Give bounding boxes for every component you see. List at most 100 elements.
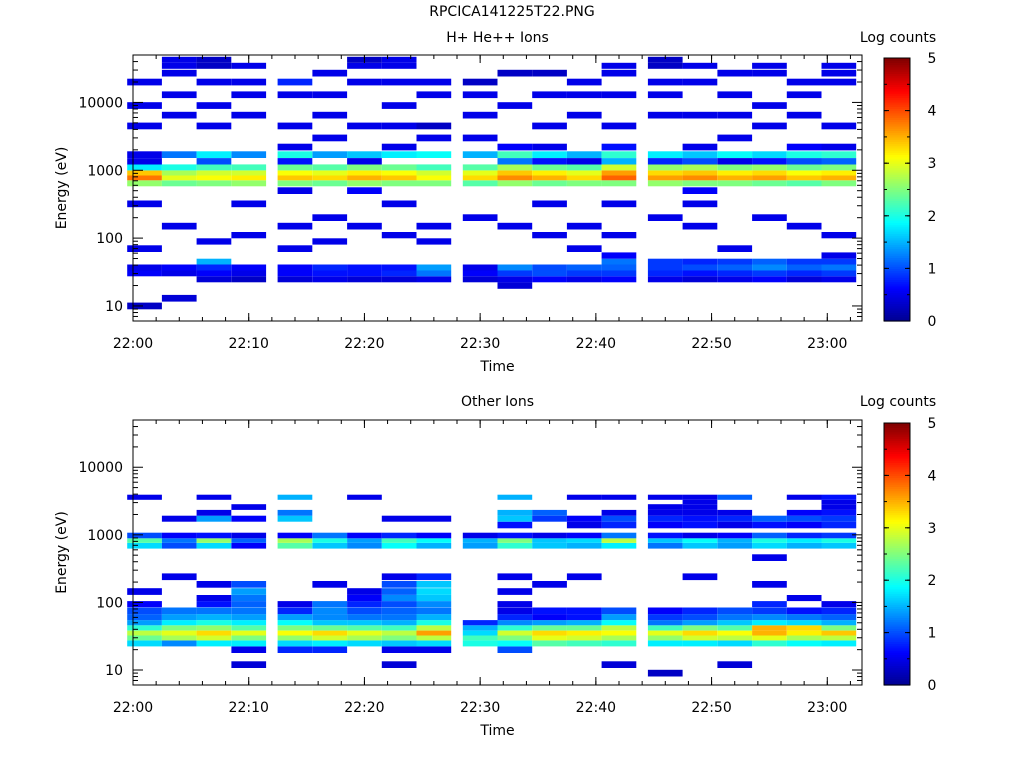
heatmap-cell — [821, 175, 857, 181]
heatmap-cell — [462, 164, 498, 171]
colorbar-swatch — [884, 261, 910, 265]
heatmap-cell — [127, 170, 162, 176]
heatmap-cell — [601, 515, 637, 522]
heatmap-cell — [532, 264, 567, 271]
colorbar-swatch — [884, 180, 910, 184]
heatmap-cell — [717, 170, 753, 176]
colorbar-swatch — [884, 294, 910, 298]
colorbar-swatch — [884, 510, 910, 514]
heatmap-cell — [717, 164, 753, 171]
heatmap-cell — [127, 607, 162, 615]
heatmap-cell — [752, 158, 787, 165]
heatmap-cell — [127, 102, 162, 109]
heatmap-cell — [786, 640, 822, 647]
colorbar-strip — [884, 58, 910, 322]
heatmap-cell — [601, 180, 637, 187]
colorbar-swatch — [884, 588, 910, 592]
heatmap-cell — [161, 538, 197, 543]
colorbar-swatch — [884, 676, 910, 680]
colorbar-swatch — [884, 571, 910, 575]
colorbar-swatch — [884, 604, 910, 607]
heatmap-cell — [717, 258, 753, 265]
colorbar-swatch — [884, 615, 910, 618]
colorbar-swatch — [884, 580, 910, 583]
heatmap-cell — [532, 543, 567, 549]
colorbar-tick-label: 0 — [928, 678, 937, 694]
heatmap-cell — [462, 214, 498, 221]
heatmap-cell — [821, 252, 857, 259]
heatmap-cell — [601, 122, 637, 130]
y-tick-label: 1000 — [87, 163, 123, 179]
colorbar-swatch — [884, 187, 910, 191]
heatmap-cell — [497, 635, 533, 641]
colorbar-swatch — [884, 473, 910, 476]
heatmap-cell — [497, 102, 533, 109]
heatmap-cell — [277, 494, 313, 500]
heatmap-cell — [497, 625, 533, 631]
colorbar-strip — [884, 423, 910, 686]
colorbar-swatch — [884, 641, 910, 645]
heatmap-cell — [786, 620, 822, 626]
colorbar-swatch — [884, 578, 910, 581]
heatmap-cell — [682, 607, 718, 615]
colorbar-swatch — [884, 549, 910, 553]
heatmap-cell — [821, 504, 857, 510]
heatmap-cell — [416, 151, 452, 158]
heatmap-cell — [821, 270, 857, 277]
heatmap-cell — [381, 151, 417, 158]
heatmap-cell — [532, 270, 567, 277]
x-tick-label: 22:40 — [576, 700, 616, 716]
colorbar-swatch — [884, 305, 910, 309]
heatmap-cell — [821, 276, 857, 283]
heatmap-cell — [381, 630, 417, 636]
heatmap-cell — [682, 175, 718, 181]
colorbar-swatch — [884, 606, 910, 610]
heatmap-cell — [277, 538, 313, 543]
heatmap-cell — [497, 164, 533, 171]
colorbar-tick-label: 3 — [928, 521, 937, 537]
heatmap-cell — [752, 102, 787, 109]
heatmap-cell — [497, 282, 533, 289]
heatmap-cell — [277, 532, 313, 539]
heatmap-cell — [786, 78, 822, 86]
colorbar-swatch — [884, 143, 910, 147]
colorbar-swatch — [884, 516, 910, 520]
heatmap-cell — [497, 532, 533, 539]
heatmap-cell — [647, 494, 683, 500]
heatmap-cell — [682, 640, 718, 647]
heatmap-cell — [231, 62, 267, 69]
heatmap-cell — [196, 630, 232, 636]
colorbar-swatch — [884, 560, 910, 564]
colorbar-swatch — [884, 658, 910, 662]
heatmap-cell — [277, 640, 313, 647]
colorbar-swatch — [884, 460, 910, 463]
heatmap-cell — [682, 164, 718, 171]
heatmap-cell — [717, 494, 753, 500]
heatmap-cell — [161, 222, 197, 230]
heatmap-cell — [416, 264, 452, 271]
heatmap-cell — [196, 175, 232, 181]
colorbar-swatch — [884, 174, 910, 177]
colorbar-swatch — [884, 645, 910, 649]
colorbar-swatch — [884, 222, 910, 226]
heatmap-cell — [347, 614, 382, 621]
heatmap-cell — [347, 264, 382, 271]
colorbar-swatch — [884, 484, 910, 487]
heatmap-cell — [312, 91, 348, 99]
colorbar-swatch — [884, 277, 910, 280]
colorbar-swatch — [884, 288, 910, 291]
heatmap-cell — [347, 538, 382, 543]
heatmap-cell — [161, 69, 197, 77]
colorbar-swatch — [884, 217, 910, 221]
heatmap-cell — [277, 122, 313, 130]
heatmap-cell — [381, 175, 417, 181]
heatmap-cell — [752, 630, 787, 636]
y-axis-label: Energy (eV) — [54, 511, 70, 594]
heatmap-cell — [786, 625, 822, 631]
heatmap-cell — [717, 661, 753, 668]
heatmap-cell — [127, 264, 162, 271]
heatmap-cell — [717, 620, 753, 626]
heatmap-cell — [786, 635, 822, 641]
heatmap-cell — [277, 601, 313, 608]
heatmap-cell — [161, 635, 197, 641]
